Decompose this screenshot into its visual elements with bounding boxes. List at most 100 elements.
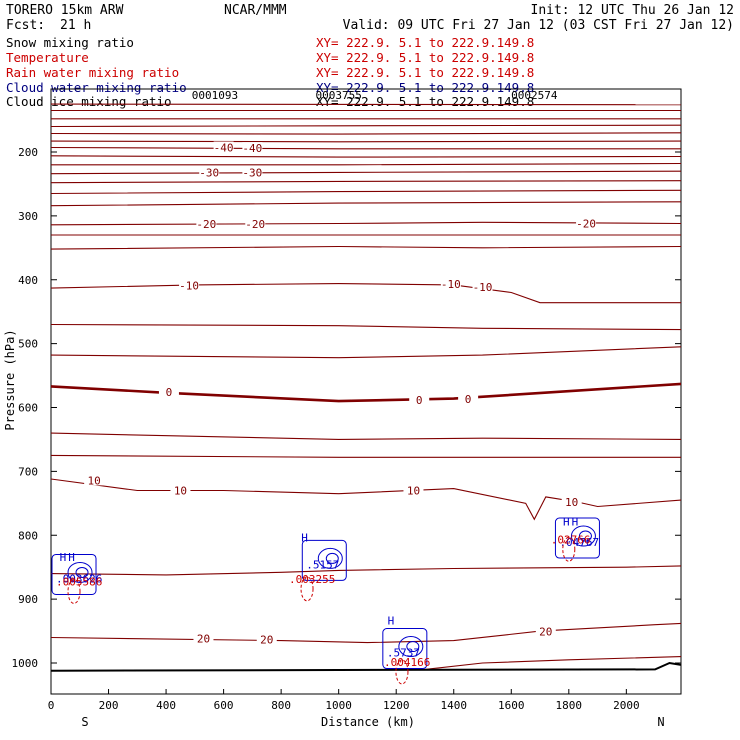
isotherm-label: 0 xyxy=(416,394,423,407)
x-tick-label: 200 xyxy=(99,699,119,712)
isotherm-label: 10 xyxy=(407,485,420,498)
legend: Snow mixing ratio XY= 222.9. 5.1 to 222.… xyxy=(6,35,534,109)
high-marker: H xyxy=(68,551,75,564)
isotherm-line xyxy=(51,189,681,195)
plot-content: -40 -40 -30 -30 -20 -20 -20 -10 -10 -10 0 0 0 10 10 10 1… xyxy=(51,89,681,685)
cloud-water-contour xyxy=(382,628,428,670)
top-contour-label: 0002574 xyxy=(511,89,558,102)
isotherm-label-bg xyxy=(193,632,214,644)
x-tick-label: 1600 xyxy=(498,699,525,712)
x-end-label-north: N xyxy=(657,715,664,729)
isotherm-label: -10 xyxy=(179,279,199,292)
plot-area: -40 -40 -30 -30 -20 -20 -20 -10 -10 -10 0 0 0 10 10 10 1… xyxy=(51,89,681,685)
isotherm-label: 10 xyxy=(565,496,578,509)
y-tick-label: 600 xyxy=(18,402,38,415)
isotherm-label-bg xyxy=(535,625,556,637)
isotherm-line xyxy=(51,478,681,521)
cloud-water-value: .04767 xyxy=(559,536,599,549)
isotherm-line xyxy=(51,162,681,166)
x-tick-label: 1200 xyxy=(383,699,410,712)
cloud-water-contour xyxy=(325,552,339,564)
cloud-water-value: .5737 xyxy=(387,647,420,660)
y-tick-label: 700 xyxy=(18,465,38,478)
rain-value: .005586 xyxy=(56,575,102,588)
isotherm-label: 10 xyxy=(174,485,187,498)
isotherm-line xyxy=(51,565,681,576)
isotherm-line xyxy=(51,140,681,143)
isotherm-label-bg xyxy=(213,141,234,153)
rain-value: .02766 xyxy=(551,533,591,546)
rain-contour xyxy=(300,576,314,602)
isotherm-label: -20 xyxy=(576,218,596,231)
cloud-water-contour xyxy=(301,539,347,581)
init-label: Init: 12 UTC Thu 26 Jan 12 xyxy=(531,3,735,18)
rain-contour xyxy=(395,659,409,685)
rain-value: .003255 xyxy=(289,573,335,586)
y-tick-label: 500 xyxy=(18,338,38,351)
isotherm-label-bg xyxy=(170,484,191,496)
rain-value: .004166 xyxy=(384,656,430,669)
isotherm-label-bg xyxy=(242,142,263,154)
legend-name: Rain water mixing ratio xyxy=(6,65,179,80)
rain-contour xyxy=(562,536,576,562)
cloud-water-contour xyxy=(578,530,592,542)
isotherm-label: -40 xyxy=(242,142,262,155)
isotherm-label-bg xyxy=(576,217,597,229)
high-marker: H xyxy=(388,615,395,628)
y-tick-label: 200 xyxy=(18,146,38,159)
high-marker: H xyxy=(563,516,570,529)
isotherm-line xyxy=(51,155,681,158)
isotherm-line xyxy=(51,454,681,458)
high-marker: H xyxy=(60,551,67,564)
cloud-water-contour xyxy=(75,566,89,578)
isotherm-label: -10 xyxy=(473,281,493,294)
isotherm-label: -20 xyxy=(245,218,265,231)
x-tick-label: 400 xyxy=(156,699,176,712)
isotherm-label-bg xyxy=(458,393,479,405)
y-tick-label: 900 xyxy=(18,593,38,606)
isotherm-line xyxy=(51,124,681,128)
isotherm-line xyxy=(51,382,681,403)
x-tick-label: 2000 xyxy=(613,699,640,712)
isotherm-line xyxy=(51,622,681,644)
legend-name: Cloud water mixing ratio xyxy=(6,80,187,95)
cloud-water-contour xyxy=(51,553,97,595)
cloud-water-contour xyxy=(554,517,600,559)
isotherm-label: 0 xyxy=(166,386,173,399)
fcst-label: Fcst: xyxy=(6,18,45,33)
isotherm-line xyxy=(424,656,681,670)
isotherm-line xyxy=(51,132,681,135)
isotherm-label: 20 xyxy=(260,633,273,646)
x-end-label-south: S xyxy=(81,715,88,729)
x-tick-label: 1400 xyxy=(440,699,467,712)
y-tick-label: 400 xyxy=(18,274,38,287)
cloud-water-contour xyxy=(570,525,596,547)
legend-name: Snow mixing ratio xyxy=(6,35,134,50)
isotherm-label: -20 xyxy=(196,218,216,231)
isotherm-label: -30 xyxy=(199,166,219,179)
model-title: TORERO 15km ARW xyxy=(6,3,124,18)
cloud-water-value: .5157 xyxy=(306,558,339,571)
x-tick-label: 600 xyxy=(214,699,234,712)
isotherm-label-bg xyxy=(179,279,200,291)
isotherm-label-bg xyxy=(561,496,582,508)
isotherm-label-bg xyxy=(84,474,105,486)
x-axis-title: Distance (km) xyxy=(321,715,415,729)
isotherm-label: 20 xyxy=(197,633,210,646)
legend-range: XY= 222.9. 5.1 to 222.9.149.8 xyxy=(316,80,534,95)
isotherm-line xyxy=(51,180,681,184)
isotherm-label: -40 xyxy=(214,142,234,155)
isotherm-label-bg xyxy=(242,166,263,178)
isotherm-line xyxy=(51,170,681,175)
legend-range: XY= 222.9. 5.1 to 222.9.149.8 xyxy=(316,35,534,50)
isotherm-label-bg xyxy=(472,280,493,292)
org-label: NCAR/MMM xyxy=(224,3,287,18)
isotherm-label: 0 xyxy=(465,393,472,406)
isotherm-label-bg xyxy=(245,218,266,230)
top-contour-label: 0003755 xyxy=(315,89,361,102)
top-contour-label: 0001093 xyxy=(192,89,238,102)
legend-range: XY= 222.9. 5.1 to 222.9.149.8 xyxy=(316,94,534,109)
isotherm-line xyxy=(51,283,681,304)
isotherm-label: -30 xyxy=(242,166,262,179)
